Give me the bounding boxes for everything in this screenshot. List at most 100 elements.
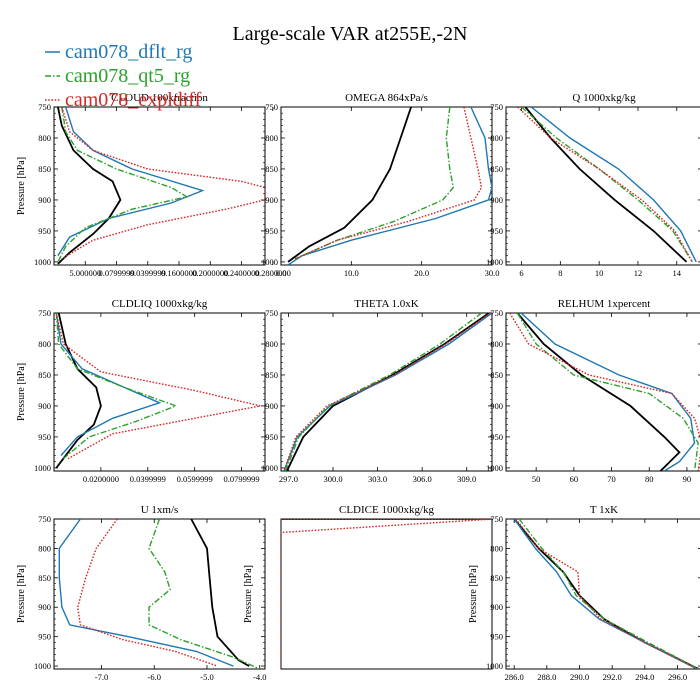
y-axis-label: Pressure [hPa] (16, 157, 27, 215)
x-tick-label: 50 (532, 474, 541, 484)
series-line-cam078_qt5_rg (294, 107, 455, 260)
y-tick-label: 950 (265, 432, 278, 442)
x-tick-label: -7.0 (95, 672, 108, 682)
y-tick-label: 850 (38, 573, 51, 583)
panel-3: CLDLIQ 1000xkg/kg 750 800 850 900 950 1000 0.02… (16, 298, 266, 484)
panel-6: U 1xm/s 750 800 850 900 950 1000 -7.0 -6.0 -5.0 -4… (16, 504, 266, 682)
x-tick-label: 0.0799999 (98, 268, 134, 278)
plot-frame (505, 312, 700, 472)
y-tick-label: 850 (265, 164, 278, 174)
series-line-cam078_expldiff (283, 313, 491, 471)
plot-frame (280, 312, 493, 472)
y-tick-label: 1000 (34, 257, 51, 267)
y-tick-label: 900 (490, 602, 503, 612)
y-tick-label: 950 (38, 226, 51, 236)
panel-title: CLOUD 100xfraction (111, 92, 208, 104)
series-line-cam078_qt5_rg (284, 313, 483, 471)
y-tick-label: 900 (490, 401, 503, 411)
x-tick-label: 290.0 (570, 672, 589, 682)
y-tick-label: 1000 (34, 661, 51, 671)
x-tick-label: -6.0 (147, 672, 160, 682)
series-line-cam078_qt5_rg (518, 519, 700, 669)
series-line-cam078_qt5_rg (521, 107, 693, 263)
x-tick-label: 294.0 (635, 672, 654, 682)
y-tick-label: 750 (490, 102, 503, 112)
y-tick-label: 800 (490, 339, 503, 349)
x-tick-label: 292.0 (603, 672, 622, 682)
x-tick-label: 300.0 (323, 474, 342, 484)
x-tick-label: 14 (673, 268, 682, 278)
panel-7: CLDICE 1000xkg/kg Pressure [hPa] (243, 504, 493, 670)
y-axis-label: Pressure [hPa] (243, 565, 254, 623)
series-line-reference (55, 313, 102, 469)
y-tick-label: 750 (38, 514, 51, 524)
x-tick-label: 5.000000 (69, 268, 101, 278)
plot-frame (505, 518, 700, 670)
y-tick-label: 900 (265, 401, 278, 411)
series-line-cam078_qt5_rg (55, 313, 178, 460)
series-line-reference (57, 107, 122, 265)
y-tick-label: 750 (490, 514, 503, 524)
x-tick-label: 30.0 (485, 268, 500, 278)
panels: CLOUD 100xfraction 750 800 850 900 950 1000 5.0… (16, 92, 700, 682)
x-tick-label: 90 (683, 474, 692, 484)
y-tick-label: 950 (38, 432, 51, 442)
series-line-cam078_qt5_rg (516, 313, 699, 471)
y-tick-label: 750 (265, 308, 278, 318)
y-axis-label: Pressure [hPa] (16, 565, 27, 623)
y-tick-label: 800 (38, 339, 51, 349)
y-axis-label: Pressure [hPa] (16, 363, 27, 421)
y-tick-label: 800 (265, 339, 278, 349)
y-tick-label: 900 (38, 195, 51, 205)
legend: cam078_dflt_rgcam078_qt5_rgcam078_expldi… (45, 41, 202, 111)
panel-title: CLDLIQ 1000xkg/kg (112, 298, 208, 310)
panel-title: RELHUM 1xpercent (558, 298, 651, 310)
series-line-cam078_expldiff (61, 107, 265, 260)
x-tick-label: 70 (607, 474, 616, 484)
panel-5: RELHUM 1xpercent 750 800 850 900 950 1000 50 60 7… (486, 298, 700, 484)
series-line-cam078_dflt_rg (530, 107, 697, 263)
x-tick-label: 12 (634, 268, 643, 278)
y-tick-label: 850 (490, 573, 503, 583)
series-line-cam078_dflt_rg (58, 519, 234, 667)
panel-title: THETA 1.0xK (354, 298, 419, 310)
y-tick-label: 950 (490, 226, 503, 236)
x-tick-label: 0.0799999 (223, 474, 259, 484)
y-tick-label: 950 (265, 226, 278, 236)
x-tick-label: 0.2400000 (223, 268, 259, 278)
y-tick-label: 750 (38, 308, 51, 318)
y-tick-label: 800 (490, 543, 503, 553)
series-line-cam078_dflt_rg (520, 313, 696, 471)
series-line-cam078_expldiff (517, 107, 693, 263)
x-tick-label: 303.0 (368, 474, 387, 484)
y-tick-label: 850 (265, 370, 278, 380)
plot-frame (280, 106, 493, 266)
x-tick-label: 80 (645, 474, 654, 484)
series-line-cam078_expldiff (294, 107, 483, 260)
plot-frame (53, 312, 266, 472)
y-tick-label: 1000 (261, 463, 278, 473)
y-tick-label: 800 (490, 133, 503, 143)
y-tick-label: 850 (38, 370, 51, 380)
x-tick-label: 60 (570, 474, 579, 484)
x-tick-label: 296.0 (668, 672, 687, 682)
series-line-cam078_qt5_rg (148, 519, 260, 669)
series-line-cam078_dflt_rg (283, 313, 492, 471)
series-line-reference (513, 519, 700, 669)
x-tick-label: -5.0 (200, 672, 213, 682)
y-tick-label: 900 (38, 401, 51, 411)
x-tick-label: 306.0 (413, 474, 432, 484)
y-tick-label: 950 (38, 632, 51, 642)
y-tick-label: 750 (490, 308, 503, 318)
x-tick-label: 6 (519, 268, 523, 278)
y-tick-label: 1000 (261, 257, 278, 267)
series-line-cam078_dflt_rg (55, 313, 162, 456)
series-line-cam078_dflt_rg (513, 519, 698, 669)
legend-label: cam078_qt5_rg (65, 65, 190, 87)
panel-title: OMEGA 864xPa/s (345, 92, 428, 104)
panel-title: CLDICE 1000xkg/kg (339, 504, 435, 516)
panel-title: Q 1000xkg/kg (572, 92, 636, 104)
y-axis-label: Pressure [hPa] (468, 565, 479, 623)
